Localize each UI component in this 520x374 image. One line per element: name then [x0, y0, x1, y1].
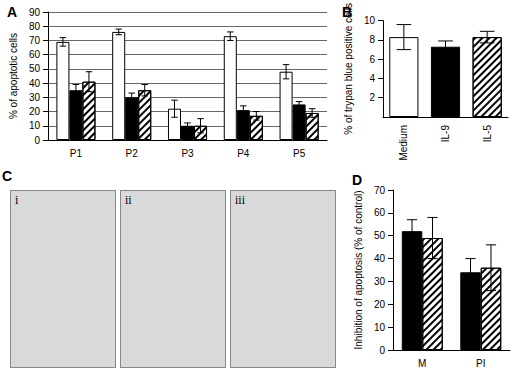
svg-text:D: D [352, 172, 362, 188]
svg-text:P5: P5 [293, 148, 306, 159]
svg-text:% of trypan blue positive cell: % of trypan blue positive cells [343, 3, 354, 135]
svg-text:20: 20 [374, 299, 386, 310]
html-text:C: C [2, 168, 13, 184]
svg-text:80: 80 [29, 21, 41, 32]
svg-text:60: 60 [374, 207, 386, 218]
svg-text:% of apoptotic cells: % of apoptotic cells [8, 33, 19, 119]
svg-text:70: 70 [29, 35, 41, 46]
svg-text:60: 60 [29, 49, 41, 60]
svg-text:IL-9: IL-9 [440, 125, 451, 143]
svg-text:10: 10 [374, 322, 386, 333]
svg-text:8: 8 [369, 34, 375, 45]
svg-text:P2: P2 [126, 148, 139, 159]
svg-text:50: 50 [29, 63, 41, 74]
svg-text:0: 0 [379, 345, 385, 356]
svg-text:Medium: Medium [398, 125, 409, 161]
svg-text:M: M [418, 358, 426, 369]
svg-text:40: 40 [374, 253, 386, 264]
svg-text:PI: PI [476, 358, 485, 369]
svg-text:B: B [342, 4, 352, 20]
svg-text:10: 10 [364, 15, 376, 26]
svg-text:P1: P1 [70, 148, 83, 159]
svg-text:0: 0 [34, 135, 40, 146]
svg-text:A: A [7, 4, 17, 20]
svg-text:90: 90 [29, 7, 41, 18]
svg-text:10: 10 [29, 120, 41, 131]
svg-text:2: 2 [369, 92, 375, 103]
svg-text:30: 30 [29, 92, 41, 103]
svg-text:Inhibition of apoptosis (% of: Inhibition of apoptosis (% of control) [353, 191, 364, 350]
svg-text:IL-5: IL-5 [482, 125, 493, 143]
html-text:iii: iii [235, 193, 245, 207]
html-text:i: i [15, 193, 19, 207]
svg-text:P4: P4 [237, 148, 250, 159]
svg-text:4: 4 [369, 73, 375, 84]
svg-text:70: 70 [374, 185, 386, 196]
svg-text:40: 40 [29, 78, 41, 89]
svg-text:30: 30 [374, 276, 386, 287]
svg-text:20: 20 [29, 106, 41, 117]
svg-text:6: 6 [369, 54, 375, 65]
svg-text:50: 50 [374, 230, 386, 241]
html-text:ii: ii [125, 193, 132, 207]
svg-text:P3: P3 [181, 148, 194, 159]
